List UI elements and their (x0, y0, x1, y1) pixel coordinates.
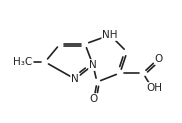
Text: N: N (89, 60, 97, 70)
Text: OH: OH (146, 83, 162, 93)
Text: N: N (71, 74, 79, 84)
Text: O: O (155, 54, 163, 64)
Text: H₃C: H₃C (13, 57, 33, 67)
Text: NH: NH (102, 30, 118, 40)
Text: O: O (90, 94, 98, 104)
